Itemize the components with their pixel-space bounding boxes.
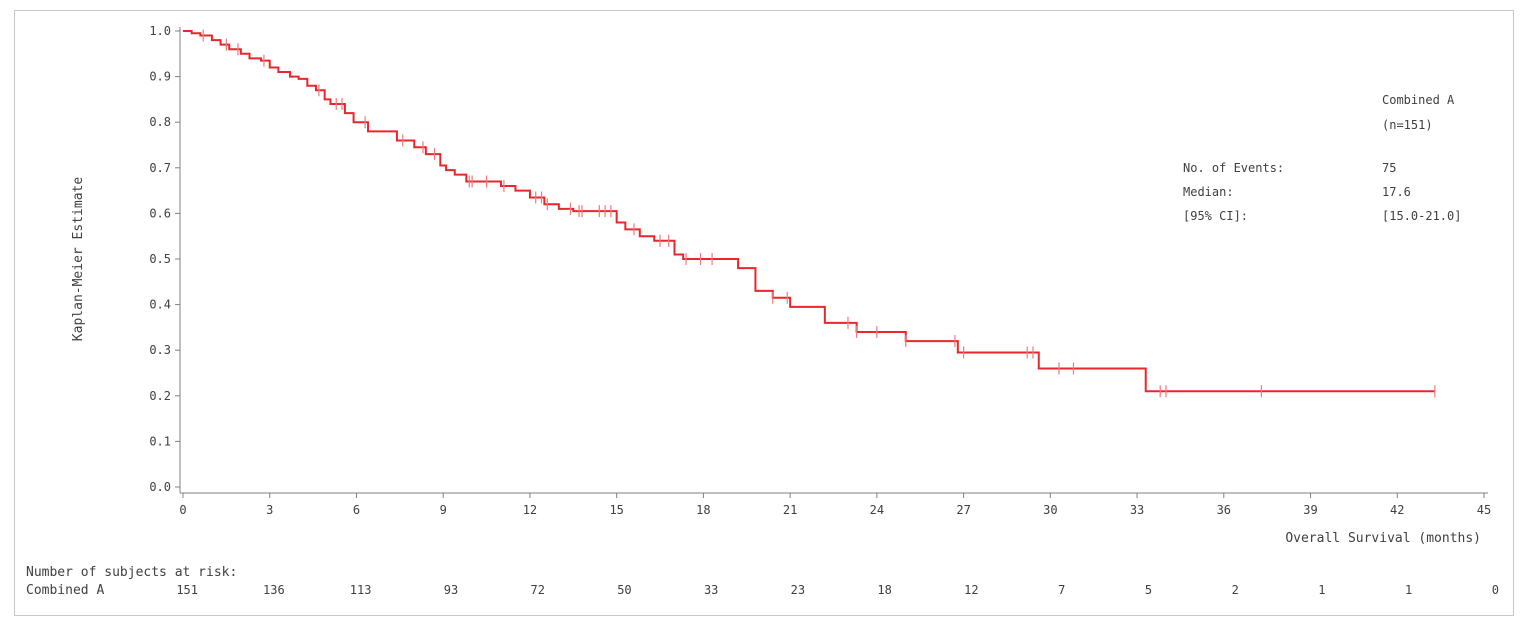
y-tick-label: 0.2 (149, 389, 171, 403)
censor-marks (202, 29, 1436, 398)
x-tick-label: 30 (1043, 503, 1057, 517)
x-tick-label: 3 (266, 503, 273, 517)
risk-count: 12 (964, 583, 978, 597)
figure-frame (14, 10, 1514, 616)
risk-table-heading: Number of subjects at risk: (26, 565, 237, 580)
x-tick-label: 9 (440, 503, 447, 517)
risk-count: 33 (704, 583, 718, 597)
risk-count: 18 (877, 583, 891, 597)
x-tick-label: 6 (353, 503, 360, 517)
legend-stat-label: [95% CI]: (1183, 209, 1248, 223)
legend-stat-label: No. of Events: (1183, 161, 1284, 175)
y-tick-label: 0.1 (149, 434, 171, 448)
y-axis-title: Kaplan-Meier Estimate (71, 177, 86, 342)
axes (179, 27, 1488, 494)
risk-count: 7 (1058, 583, 1065, 597)
risk-count: 50 (617, 583, 631, 597)
risk-count: 5 (1145, 583, 1152, 597)
x-tick-label: 39 (1303, 503, 1317, 517)
y-tick-label: 0.9 (149, 70, 171, 84)
risk-count: 151 (176, 583, 198, 597)
x-tick-label: 15 (609, 503, 623, 517)
legend-stats: No. of Events: 75 Median: 17.6 [95% CI]: [15.… (1183, 161, 1461, 223)
km-curve-combined-a (183, 30, 1435, 393)
legend-stat-value: 17.6 (1382, 185, 1411, 199)
x-axis-title: Overall Survival (months) (1285, 531, 1481, 546)
y-tick-label: 0.6 (149, 206, 171, 220)
legend-group-n: (n=151) (1382, 118, 1433, 132)
x-tick-label: 33 (1130, 503, 1144, 517)
series-combined-a (183, 29, 1436, 398)
risk-count: 93 (444, 583, 458, 597)
risk-table-values: 151 136 113 93 72 50 33 23 18 12 7 5 2 1 1 0 (176, 583, 1499, 597)
risk-count: 23 (791, 583, 805, 597)
x-tick-label: 0 (179, 503, 186, 517)
risk-count: 72 (530, 583, 544, 597)
legend-stat-value: [15.0-21.0] (1382, 209, 1461, 223)
x-tick-label: 24 (870, 503, 884, 517)
risk-table-group-label: Combined A (26, 583, 104, 598)
x-tick-label: 12 (523, 503, 537, 517)
legend-stat-label: Median: (1183, 185, 1234, 199)
risk-count: 113 (350, 583, 372, 597)
risk-count: 1 (1318, 583, 1325, 597)
risk-count: 136 (263, 583, 285, 597)
legend-stat-value: 75 (1382, 161, 1396, 175)
x-tick-label: 27 (956, 503, 970, 517)
y-tick-label: 1.0 (149, 24, 171, 38)
y-tick-label: 0.4 (149, 298, 171, 312)
x-tick-label: 21 (783, 503, 797, 517)
risk-count: 2 (1232, 583, 1239, 597)
x-tick-label: 36 (1217, 503, 1231, 517)
y-tick-label: 0.7 (149, 161, 171, 175)
risk-count: 1 (1405, 583, 1412, 597)
x-tick-label: 42 (1390, 503, 1404, 517)
legend-group-name: Combined A (1382, 93, 1455, 107)
risk-count: 0 (1492, 583, 1499, 597)
x-ticks: 0 3 6 9 12 15 18 21 24 27 30 33 36 39 42 45 (179, 493, 1491, 517)
y-tick-label: 0.5 (149, 252, 171, 266)
y-tick-label: 0.8 (149, 115, 171, 129)
x-tick-label: 45 (1477, 503, 1491, 517)
risk-table: Number of subjects at risk: Combined A 1… (26, 565, 1499, 598)
y-ticks: 0.0 0.1 0.2 0.3 0.4 0.5 0.6 0.7 0.8 0.9 1.0 (149, 24, 180, 494)
y-tick-label: 0.3 (149, 343, 171, 357)
x-tick-label: 18 (696, 503, 710, 517)
y-tick-label: 0.0 (149, 480, 171, 494)
legend: Combined A (n=151) No. of Events: 75 Media… (1183, 93, 1461, 223)
